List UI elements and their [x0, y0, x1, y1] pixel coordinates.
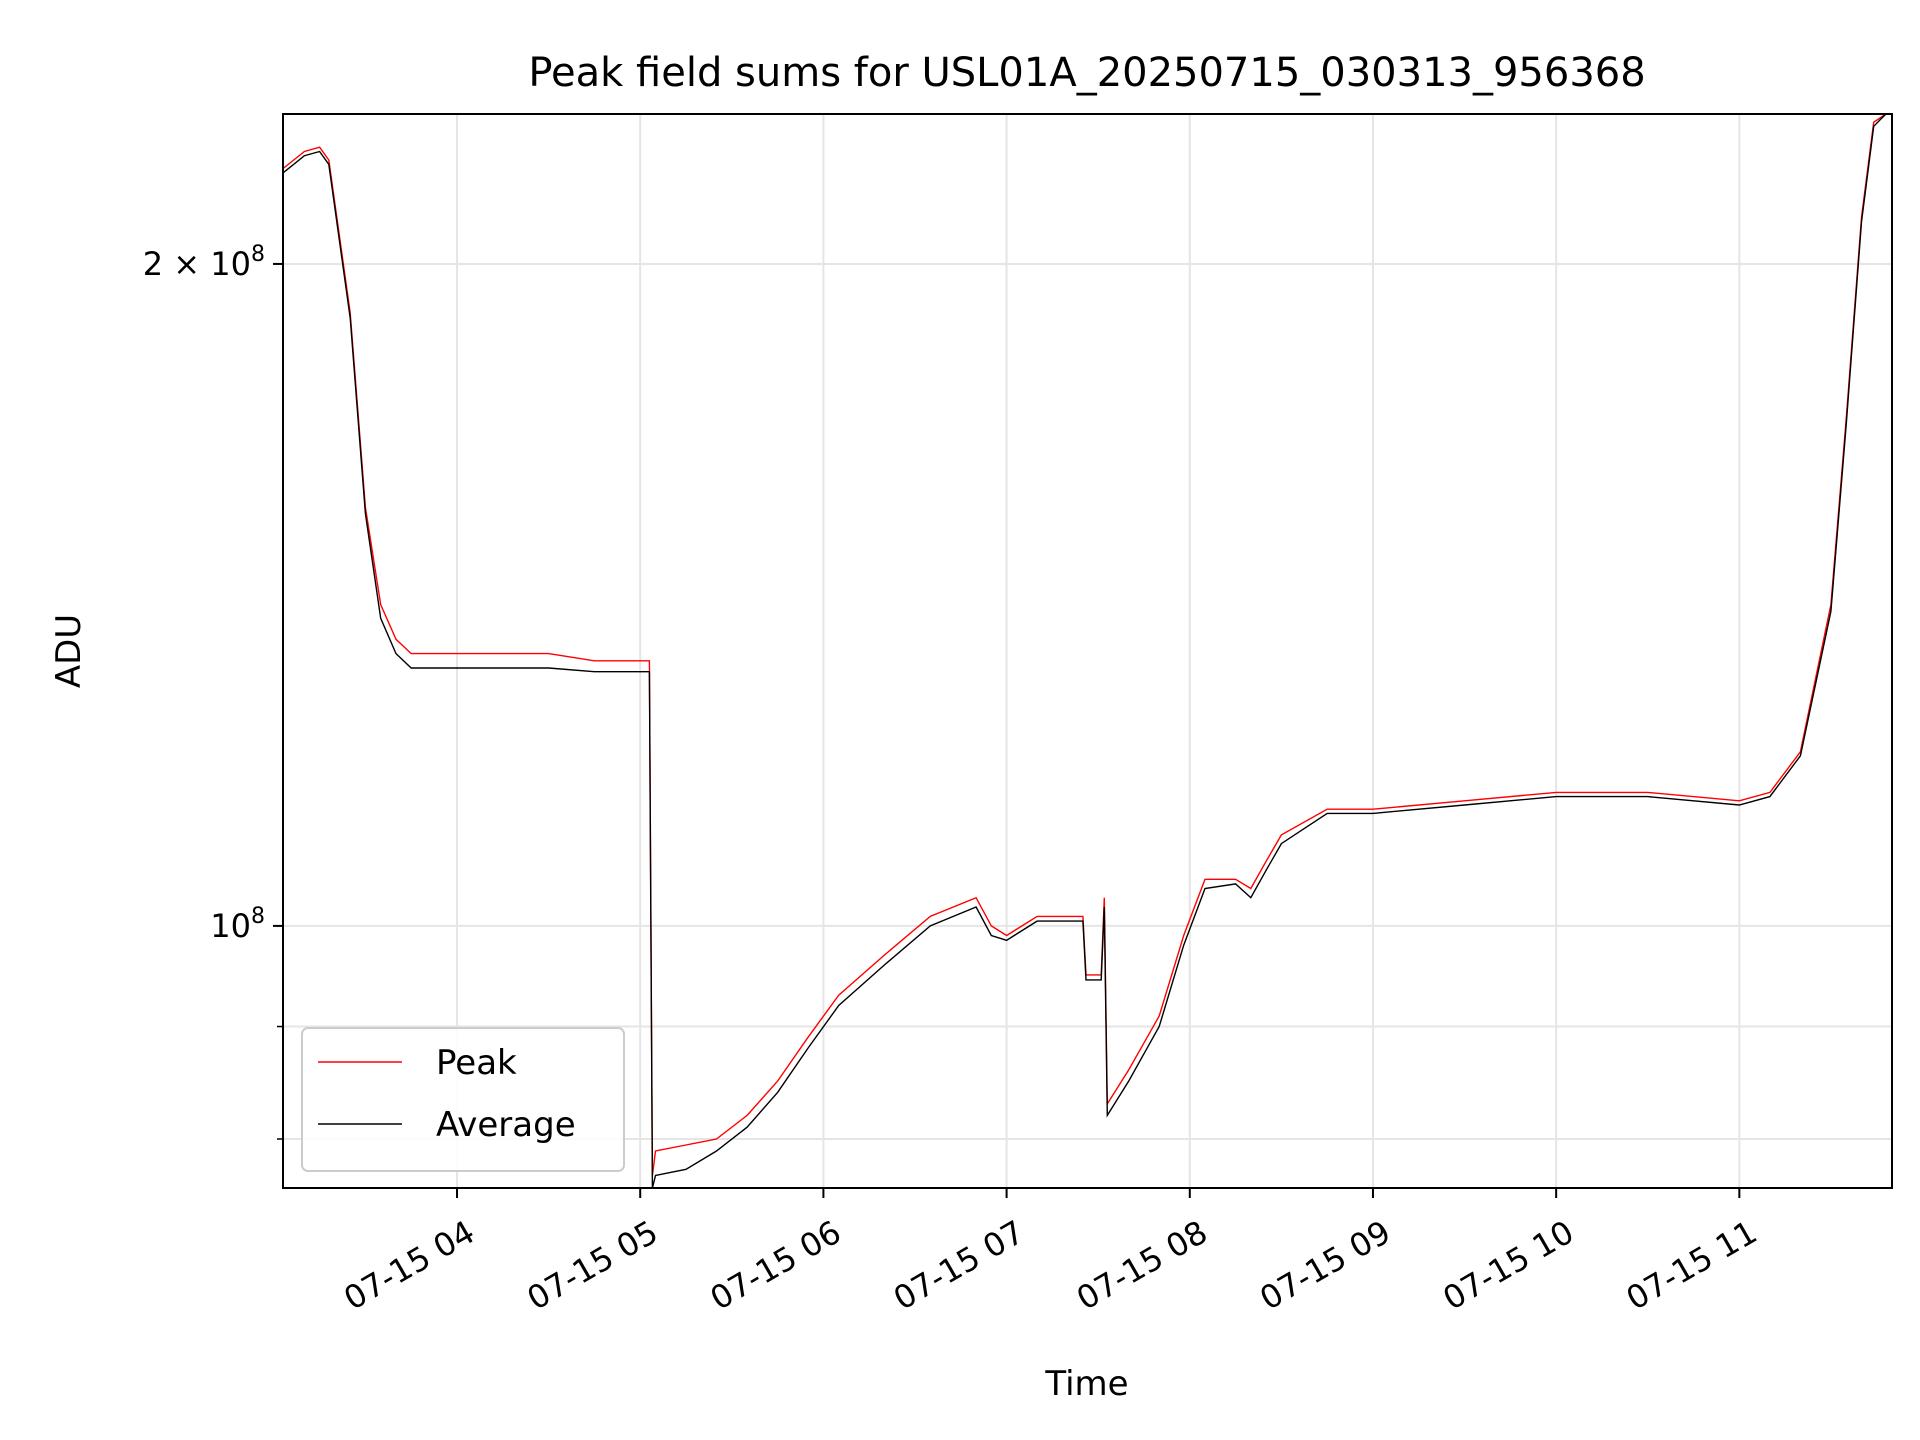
x-tick-label-3: 07-15 07	[887, 1213, 1031, 1318]
plot-frame	[282, 113, 1893, 1189]
x-tick-label-6: 07-15 10	[1437, 1213, 1581, 1318]
y-axis-ticks: 108 2 × 108	[143, 242, 283, 1140]
plot-area	[283, 114, 1887, 1188]
grid-layer	[283, 114, 1892, 1188]
x-tick-label-5: 07-15 09	[1253, 1213, 1397, 1318]
y-tick-label-0: 108	[210, 904, 265, 945]
chart-title: Peak field sums for USL01A_20250715_0303…	[528, 50, 1645, 96]
legend-label-average: Average	[436, 1105, 576, 1145]
legend-label-peak: Peak	[436, 1043, 517, 1083]
x-axis-ticks: 07-15 04 07-15 05 07-15 06 07-15 07 07-15 08…	[337, 1188, 1763, 1318]
series-line-peak	[283, 114, 1887, 1176]
x-tick-label-1: 07-15 05	[521, 1213, 665, 1318]
x-tick-label-2: 07-15 06	[704, 1213, 848, 1318]
legend: Peak Average	[301, 1027, 625, 1172]
x-tick-label-0: 07-15 04	[337, 1213, 481, 1318]
y-tick-label-1: 2 × 108	[143, 242, 265, 283]
x-axis-label: Time	[1044, 1364, 1128, 1404]
y-axis-label: ADU	[49, 614, 89, 688]
x-tick-label-4: 07-15 08	[1070, 1213, 1214, 1318]
series-line-average	[283, 114, 1887, 1188]
x-tick-label-7: 07-15 11	[1620, 1213, 1764, 1318]
legend-box	[301, 1027, 625, 1172]
